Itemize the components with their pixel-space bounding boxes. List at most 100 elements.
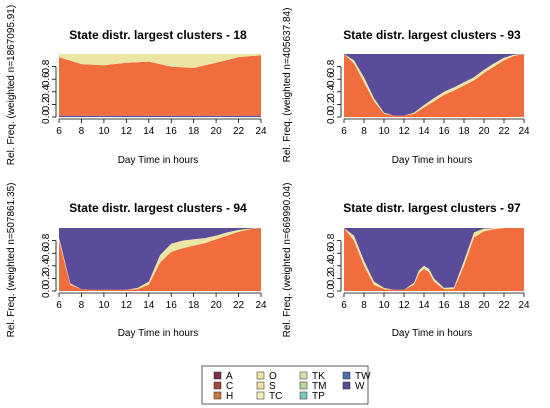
- legend-label-tw: TW: [355, 371, 371, 382]
- panel-cluster-93: State distr. largest clusters - 93 Rel. …: [282, 8, 530, 166]
- area-series-w: [59, 115, 261, 117]
- legend-label-h: H: [226, 391, 233, 402]
- legend-label-o: O: [269, 371, 277, 382]
- x-tick-label: 12: [398, 126, 410, 137]
- y-axis-label: Rel. Freq. (weighted n=405637.84): [282, 8, 293, 163]
- x-tick-label: 18: [458, 126, 470, 137]
- y-tick-label: 0.6: [41, 72, 52, 86]
- area-series-orange: [344, 228, 524, 291]
- x-tick-label: 16: [438, 300, 450, 311]
- panel-title: State distr. largest clusters - 18: [69, 28, 247, 42]
- x-tick-label: 16: [166, 126, 178, 137]
- y-tick-label: 0.0: [41, 110, 52, 124]
- legend-swatch-tp: [299, 391, 308, 400]
- panel-title: State distr. largest clusters - 93: [343, 28, 521, 42]
- x-tick-label: 20: [211, 300, 223, 311]
- area-series-w: [344, 228, 524, 290]
- legend-box: [201, 365, 369, 405]
- x-axis-label: Day Time in hours: [392, 328, 473, 339]
- legend-swatch-tw: [342, 371, 351, 380]
- x-tick-label: 16: [166, 300, 178, 311]
- legend-swatch-tk: [299, 371, 308, 380]
- x-tick-label: 22: [233, 300, 245, 311]
- y-tick-label: 0.2: [41, 97, 52, 111]
- x-tick-label: 24: [518, 126, 530, 137]
- legend-label-tp: TP: [312, 391, 325, 402]
- x-tick-label: 18: [458, 300, 470, 311]
- legend-swatch-a: [213, 371, 222, 380]
- x-tick-label: 18: [188, 300, 200, 311]
- area-series-w: [59, 228, 261, 290]
- y-tick-label: 0.6: [41, 246, 52, 260]
- x-tick-label: 6: [56, 126, 62, 137]
- plot-area: 6 8 10 12 14 16 18 20 22 24 0.00.20.40.60.8: [326, 54, 530, 137]
- legend-label-w: W: [355, 381, 365, 392]
- x-tick-label: 24: [255, 126, 267, 137]
- legend-swatch-o: [256, 371, 265, 380]
- x-tick-label: 10: [378, 300, 390, 311]
- legend-swatch-h: [213, 391, 222, 400]
- x-tick-label: 10: [98, 300, 110, 311]
- area-series-o: [59, 54, 261, 68]
- panel-title: State distr. largest clusters - 97: [343, 201, 521, 215]
- y-tick-label: 0.2: [41, 271, 52, 285]
- area-series-orange: [59, 228, 261, 291]
- legend-swatch-tm: [299, 381, 308, 390]
- legend-label-c: C: [226, 381, 233, 392]
- legend-swatch-s: [256, 381, 265, 390]
- x-tick-label: 24: [255, 300, 267, 311]
- legend-label-s: S: [269, 381, 276, 392]
- panel-cluster-97: State distr. largest clusters - 97 Rel. …: [282, 183, 530, 339]
- x-tick-label: 8: [79, 300, 85, 311]
- x-tick-label: 18: [188, 126, 200, 137]
- y-tick-label: 0.4: [41, 84, 52, 98]
- x-tick-label: 22: [498, 126, 510, 137]
- x-tick-label: 12: [121, 126, 133, 137]
- x-tick-label: 6: [341, 126, 347, 137]
- y-tick-label: 0.8: [326, 59, 337, 73]
- x-tick-label: 22: [498, 300, 510, 311]
- legend-swatch-w: [342, 381, 351, 390]
- x-tick-label: 20: [211, 126, 223, 137]
- y-tick-label: 0.2: [326, 271, 337, 285]
- y-axis-label: Rel. Freq. (weighted n=507861.35): [6, 183, 17, 338]
- y-tick-label: 0.4: [41, 258, 52, 272]
- legend-swatch-tc: [256, 391, 265, 400]
- y-tick-label: 0.0: [326, 110, 337, 124]
- x-tick-label: 8: [79, 126, 85, 137]
- area-series-orange: [59, 55, 261, 116]
- y-axis-label: Rel. Freq. (weighted n=669990.04): [282, 183, 293, 338]
- legend-swatch-c: [213, 381, 222, 390]
- x-tick-label: 16: [438, 126, 450, 137]
- x-tick-label: 8: [361, 126, 367, 137]
- legend-label-a: A: [226, 371, 233, 382]
- x-tick-label: 14: [143, 126, 155, 137]
- y-tick-label: 0.0: [326, 284, 337, 298]
- y-tick-label: 0.0: [41, 284, 52, 298]
- x-tick-label: 12: [121, 300, 133, 311]
- y-tick-label: 0.4: [326, 258, 337, 272]
- area-series-orange: [344, 54, 524, 117]
- plot-area: 6 8 10 12 14 16 18 20 22 24 0.00.20.40.60.8: [326, 228, 530, 311]
- plot-area: 6 8 10 12 14 16 18 20 22 24 0.00.20.40.60.8: [41, 54, 267, 137]
- x-tick-label: 14: [143, 300, 155, 311]
- legend-label-tc: TC: [269, 391, 282, 402]
- panel-cluster-18: State distr. largest clusters - 18 Rel. …: [6, 5, 267, 166]
- y-tick-label: 0.8: [326, 233, 337, 247]
- x-tick-label: 6: [56, 300, 62, 311]
- y-tick-label: 0.8: [41, 59, 52, 73]
- x-tick-label: 14: [418, 300, 430, 311]
- area-series-w: [344, 54, 524, 116]
- x-tick-label: 8: [361, 300, 367, 311]
- x-axis-label: Day Time in hours: [392, 155, 473, 166]
- x-axis-label: Day Time in hours: [118, 155, 199, 166]
- x-tick-label: 10: [98, 126, 110, 137]
- x-tick-label: 12: [398, 300, 410, 311]
- panel-title: State distr. largest clusters - 94: [69, 201, 247, 215]
- plot-area: 6 8 10 12 14 16 18 20 22 24 0.00.20.40.60.8: [41, 228, 267, 311]
- x-tick-label: 20: [478, 300, 490, 311]
- y-tick-label: 0.4: [326, 84, 337, 98]
